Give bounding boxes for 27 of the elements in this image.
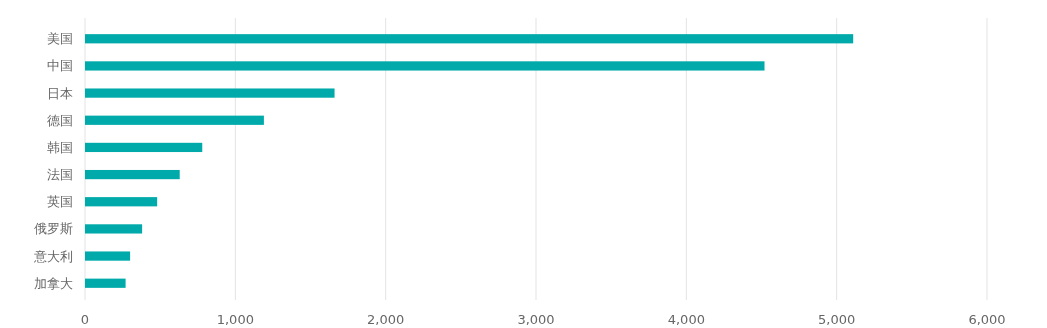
bar [85,34,854,44]
bar [85,169,180,180]
bar [85,224,143,234]
x-tick-label: 6,000 [968,312,1006,327]
y-tick-label: 德国 [47,112,73,128]
y-tick-label: 意大利 [33,248,73,264]
bar [85,61,765,71]
bar [85,115,264,125]
x-tick-label: 0 [80,312,90,327]
bar [85,142,203,153]
x-tick-label: 5,000 [818,312,856,327]
bar [85,197,158,207]
y-tick-label: 韩国 [47,139,73,155]
y-tick-label: 英国 [47,194,73,210]
y-tick-label: 日本 [47,85,73,101]
x-tick-label: 1,000 [216,312,254,327]
y-tick-label: 中国 [47,58,73,74]
bar [85,88,335,98]
y-tick-label: 法国 [47,167,73,183]
y-tick-label: 加拿大 [34,275,73,291]
bar [85,278,126,288]
x-tick-label: 3,000 [517,312,555,327]
y-tick-label: 俄罗斯 [34,221,73,237]
x-tick-label: 2,000 [367,312,405,327]
bar [85,251,131,261]
y-tick-label: 美国 [47,31,73,47]
x-tick-label: 4,000 [667,312,705,327]
